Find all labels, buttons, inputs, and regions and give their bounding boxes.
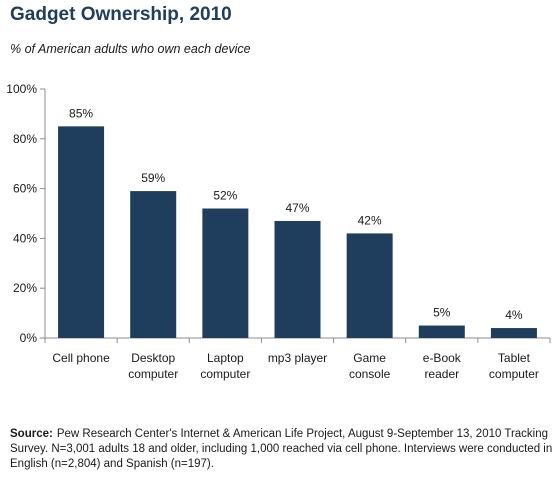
category-label-1-line-0: Desktop [131,351,175,365]
y-tick-label-2: 40% [13,231,37,245]
category-label-2: Laptop computer [200,351,250,381]
category-label-5-line-0: e-Book [423,351,462,365]
category-label-5: e-Book reader [423,351,462,381]
data-label-3: 47% [285,201,309,215]
data-label-1: 59% [141,171,165,185]
category-label-4: Game console [349,351,391,381]
chart-subtitle: % of American adults who own each device [10,42,251,56]
chart-title: Gadget Ownership, 2010 [10,4,232,25]
bar-2 [202,208,249,338]
bar-chart: 0% 20% 40% 60% 80% 100% 85% Cell phone 59% Deskto… [6,82,551,381]
y-tick-label-3: 60% [13,182,37,196]
y-tick-label-1: 20% [13,281,37,295]
category-label-1-line-1: computer [128,367,178,381]
category-label-6-line-0: Tablet [498,351,531,365]
source-note: Source: Pew Research Center's Internet & … [10,427,555,472]
bar-0 [58,126,105,338]
category-label-6-line-1: computer [489,367,539,381]
category-label-2-line-0: Laptop [207,351,244,365]
category-label-3: mp3 player [268,351,327,365]
bar-3 [274,220,321,338]
category-label-3-line-0: mp3 player [268,351,327,365]
y-tick-label-5: 100% [6,82,37,96]
data-label-4: 42% [358,213,382,227]
bar-1 [130,191,177,338]
category-label-2-line-1: computer [200,367,250,381]
data-label-6: 4% [505,308,523,322]
category-label-1: Desktop computer [128,351,178,381]
data-label-5: 5% [433,306,451,320]
bar-5 [418,325,465,338]
category-label-0-line-0: Cell phone [52,351,110,365]
bar-4 [346,233,393,338]
category-label-5-line-1: reader [424,367,459,381]
y-tick-label-4: 80% [13,132,37,146]
category-label-6: Tablet computer [489,351,539,381]
bar-6 [490,328,537,338]
source-label: Source: [10,428,53,440]
category-label-4-line-1: console [349,367,391,381]
category-label-0: Cell phone [52,351,110,365]
y-tick-label-0: 0% [20,331,38,345]
category-label-4-line-0: Game [353,351,386,365]
data-label-2: 52% [213,189,237,203]
source-text: Pew Research Center's Internet & America… [10,428,553,470]
data-label-0: 85% [69,106,93,120]
